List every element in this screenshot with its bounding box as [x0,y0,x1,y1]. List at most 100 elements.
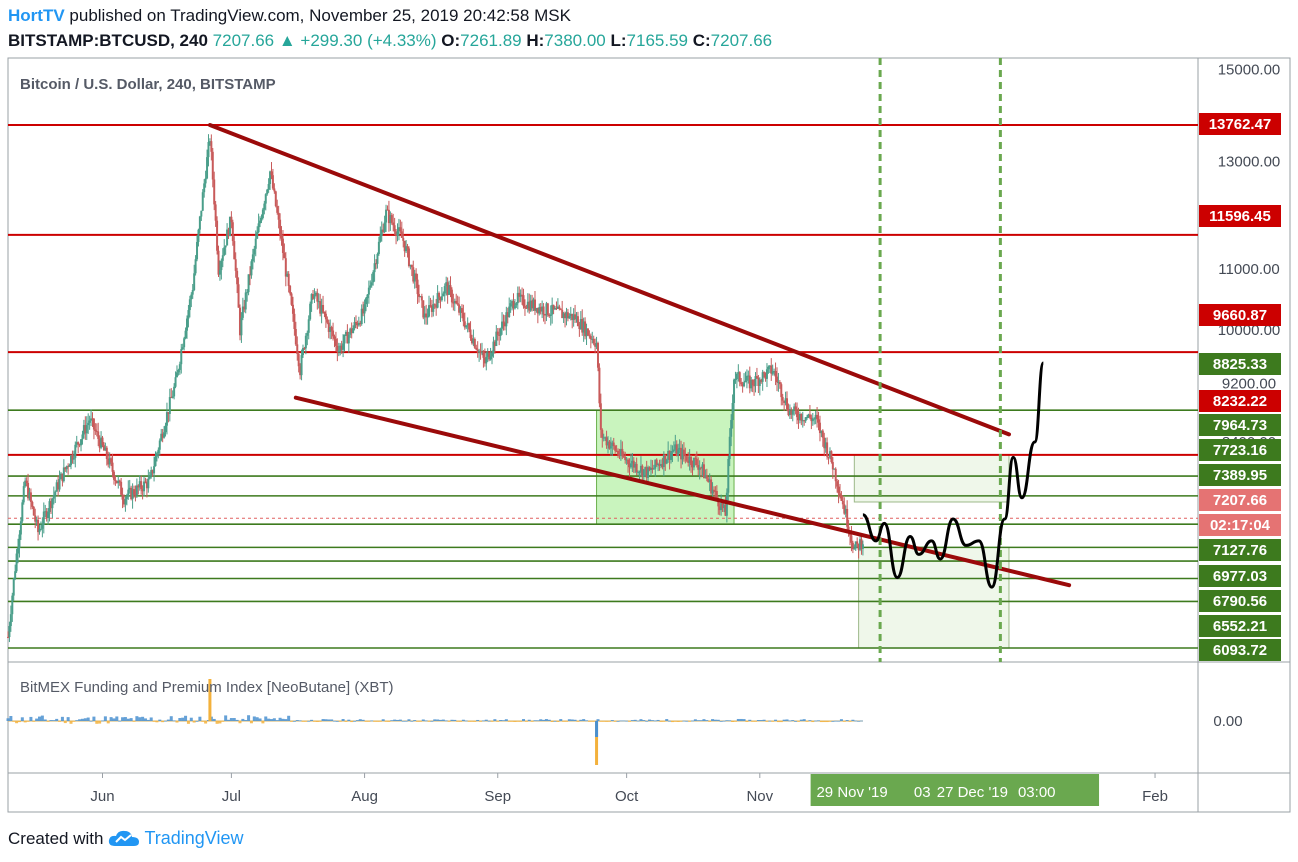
candle-body [525,307,528,309]
indicator-bar [519,721,523,722]
candle-body [572,314,575,320]
candle-body [644,467,647,470]
support-label-3-box: 7389.95 [1199,464,1281,486]
indicator-bar [782,719,786,721]
candle-body [851,542,854,550]
candle-body [478,350,481,353]
candle-body [342,343,345,350]
resistance-label-1-bg [1199,205,1281,227]
indicator-bar [754,721,758,722]
candle-body [665,459,668,464]
indicator-bar [201,721,205,722]
support-label-1-text: 7964.73 [1213,417,1267,434]
candle-body [344,331,347,335]
candle-body [564,313,567,319]
candle-body [482,352,485,358]
candle-body [721,503,724,509]
indicator-bar [75,720,79,721]
publisher-name[interactable]: HortTV [8,6,65,25]
candle-body [496,331,499,335]
candle-body [173,386,176,397]
indicator-bar [123,717,127,721]
countdown-label-text: 02:17:04 [1210,517,1271,534]
indicator-bar [80,718,84,721]
indicator-bar [556,721,560,722]
candle-body [362,308,365,314]
candle-body [395,231,398,236]
candle-body [690,456,693,466]
candle-body [402,237,405,241]
candle-body [479,350,482,353]
indicator-bar [247,715,251,721]
candle-body [27,482,30,499]
support-label-7-bg [1199,615,1281,637]
candle-body [738,372,741,383]
candle-body [422,300,425,318]
candle-body [163,432,166,438]
candle-body [777,382,780,384]
publish-info: HortTV published on TradingView.com, Nov… [8,6,571,26]
candle-body [65,466,68,470]
candle-body [657,464,660,466]
indicator-bar [725,720,729,722]
indicator-bar [224,715,228,721]
support-label-3-text: 7389.95 [1213,467,1267,484]
indicator-bar [438,719,442,721]
candle-body [599,403,602,430]
time-tick-label-1: Jul [222,788,241,805]
candle-body [569,313,572,317]
tradingview-link[interactable]: TradingView [144,828,244,848]
indicator-bar [249,721,253,724]
candle-body [88,420,91,423]
indicator-bar [774,719,778,721]
indicator-bar [791,720,795,721]
candle-body [399,227,402,232]
candle-body [312,294,315,299]
candle-body [243,306,246,310]
up-triangle-icon: ▲ [278,31,296,50]
candle-body [639,465,642,472]
resistance-label-2-text: 9660.87 [1213,307,1267,324]
candle-body [735,373,738,380]
indicator-bar [719,720,723,722]
indicator-bar [547,719,551,721]
indicator-bar [112,718,116,721]
indicator-bar [192,721,196,723]
funding-index-area [6,679,863,765]
candle-body [165,412,168,426]
candle-body [304,335,307,349]
indicator-bar [533,720,537,722]
candle-body [787,408,790,416]
candle-body [158,440,161,450]
indicator-bar [673,721,677,722]
candle-body [456,303,459,305]
indicator-bar [350,721,354,723]
zone-rect-1 [853,454,1010,503]
candle-body [147,478,150,489]
time-tick-label-4: Oct [615,788,639,805]
candle-body [85,425,88,434]
candle-body [740,382,743,385]
candle-body [24,480,27,487]
candle-body [607,441,610,446]
indicator-bar [819,721,823,723]
indicator-bar [318,721,322,722]
candle-body [59,473,62,480]
candle-body [680,447,683,460]
resistance-label-2-bg [1199,304,1281,326]
candle-body [300,355,303,376]
close-value: 7207.66 [710,31,773,50]
support-label-7-box: 6552.21 [1199,615,1281,637]
indicator-bar [602,721,606,722]
candle-body [783,400,786,403]
candle-body [293,313,296,329]
indicator-bar [499,720,503,721]
indicator-bar [287,715,291,721]
indicator-bar [828,721,832,722]
indicator-bar [141,716,145,721]
candle-body [115,480,118,484]
candle-body [405,246,408,252]
candle-body [320,304,323,314]
indicator-bar [685,720,689,722]
